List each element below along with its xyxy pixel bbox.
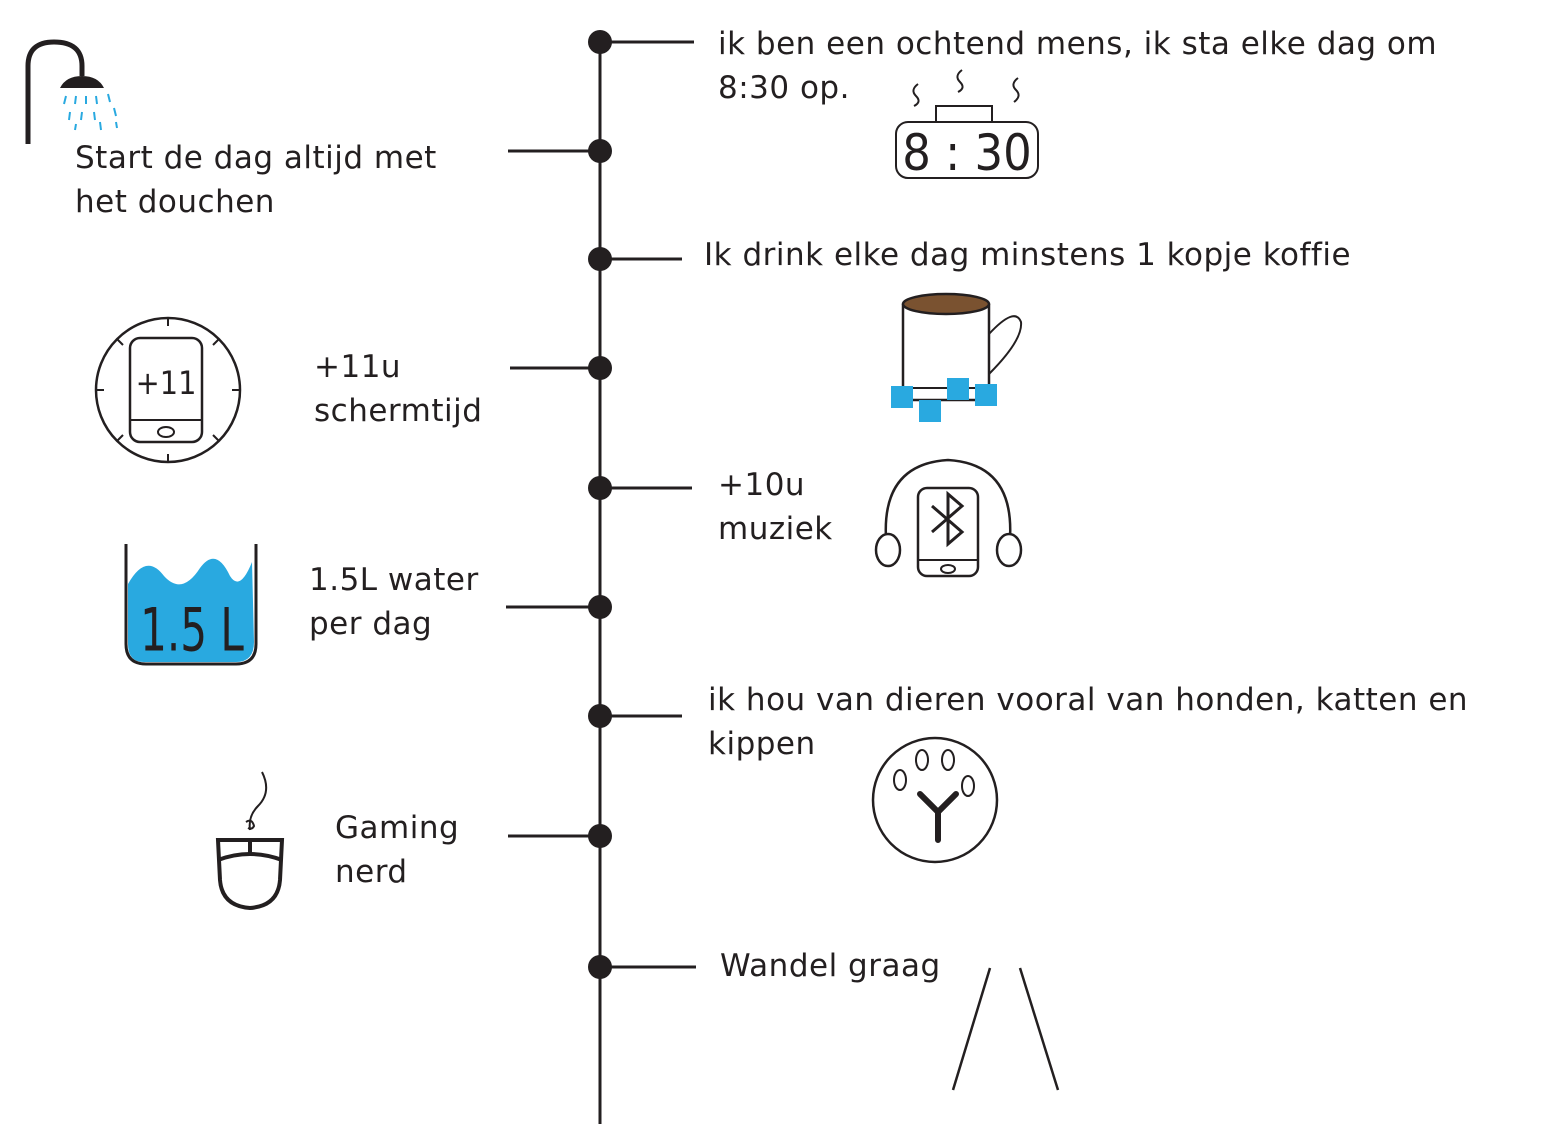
label-gaming: Gaming nerd — [335, 806, 459, 894]
alarm-clock-time: 8 : 30 — [902, 124, 1032, 182]
timeline-node-coffee — [588, 247, 682, 271]
label-music: +10u muziek — [718, 463, 833, 551]
label-screen: +11u schermtijd — [314, 345, 482, 433]
label-shower-line-1: Start de dag altijd met — [75, 140, 437, 176]
timeline-node-shower — [508, 139, 612, 163]
water-glass-text: 1.5 L — [140, 595, 244, 665]
label-shower-line-2: het douchen — [75, 184, 275, 220]
timeline-node-walk — [588, 955, 696, 979]
label-wake-line-1: ik ben een ochtend mens, ik sta elke dag… — [718, 26, 1438, 62]
label-gaming-line-2: nerd — [335, 854, 408, 890]
label-screen-line-1: +11u — [314, 349, 402, 385]
label-screen-line-2: schermtijd — [314, 393, 483, 429]
label-music-line-1: +10u — [718, 467, 806, 503]
label-water: 1.5L water per dag — [309, 558, 479, 646]
walking-path-icon — [951, 967, 1060, 1091]
label-music-line-2: muziek — [718, 511, 833, 547]
label-animals-line-2: kippen — [708, 726, 816, 762]
mouse-icon — [215, 771, 285, 911]
alarm-clock-icon: 8 : 30 — [895, 69, 1039, 182]
label-walk: Wandel graag — [720, 944, 941, 988]
label-water-line-1: 1.5L water — [309, 562, 479, 598]
timeline-node-animals — [588, 704, 682, 728]
label-wake: ik ben een ochtend mens, ik sta elke dag… — [718, 22, 1437, 110]
label-walk-line-1: Wandel graag — [720, 948, 941, 984]
label-animals: ik hou van dieren vooral van honden, kat… — [708, 678, 1468, 766]
timeline-node-music — [588, 476, 692, 500]
phone-timer-text: +11 — [136, 364, 197, 402]
label-wake-line-2: 8:30 op. — [718, 70, 850, 106]
shower-icon — [25, 39, 118, 144]
label-coffee: Ik drink elke dag minstens 1 kopje koffi… — [704, 233, 1351, 277]
water-glass-icon: 1.5 L — [124, 544, 258, 666]
paw-icon — [871, 736, 999, 864]
label-shower: Start de dag altijd met het douchen — [75, 136, 437, 224]
label-coffee-line-1: Ik drink elke dag minstens 1 kopje koffi… — [704, 237, 1352, 273]
label-water-line-2: per dag — [309, 606, 433, 642]
timeline-node-screen — [510, 356, 612, 380]
headphones-bluetooth-icon — [874, 458, 1023, 578]
label-gaming-line-1: Gaming — [335, 810, 460, 846]
timeline-node-wake — [588, 30, 694, 54]
timeline-node-gaming — [508, 824, 612, 848]
coffee-mug-icon — [891, 292, 1023, 422]
timeline-node-water — [506, 595, 612, 619]
label-animals-line-1: ik hou van dieren vooral van honden, kat… — [708, 682, 1469, 718]
phone-timer-icon: +11 — [94, 316, 242, 464]
